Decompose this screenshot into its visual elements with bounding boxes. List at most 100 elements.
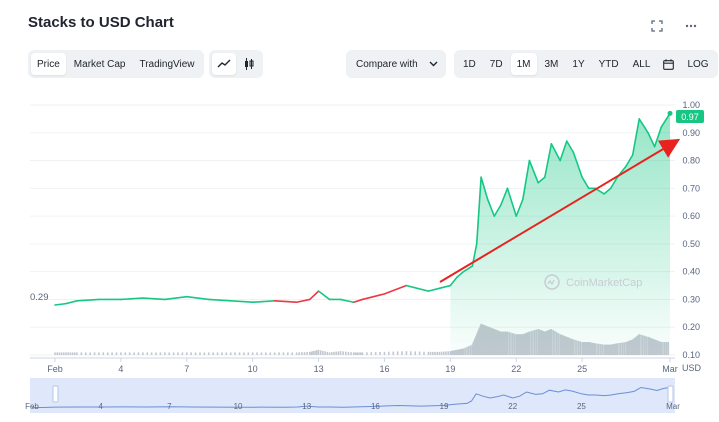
x-tick-label: Feb (47, 364, 63, 374)
volume-bar (291, 352, 294, 355)
chart-toolbar: Price Market Cap TradingView Compare wit… (28, 50, 718, 78)
navigator-left-handle[interactable] (52, 385, 59, 403)
annotation-arrow (439, 138, 681, 283)
volume-bar (199, 352, 201, 355)
x-tick-label: 19 (445, 364, 455, 374)
x-axis: Feb 4 7 10 13 16 19 22 25 Mar (30, 357, 678, 374)
volume-bar (414, 351, 417, 355)
volume-bar (445, 351, 447, 355)
y-tick-label: 0.40 (682, 267, 700, 277)
tab-price[interactable]: Price (31, 53, 66, 75)
volume-bar (339, 351, 342, 355)
volume-bar (396, 351, 399, 355)
price-line-segment (164, 295, 188, 301)
top-icons (649, 18, 699, 34)
price-line-segment (142, 297, 166, 301)
navigator-tick-label: 4 (98, 402, 103, 411)
volume-bar (243, 352, 245, 355)
price-line-segment (273, 300, 298, 304)
price-line-segment (308, 290, 320, 301)
range-1d[interactable]: 1D (463, 58, 476, 70)
volume-bar (423, 351, 425, 355)
price-line-segment (449, 276, 458, 287)
volume-bar (177, 352, 179, 355)
y-tick-label: 0.50 (682, 239, 700, 249)
volume-bar (354, 352, 357, 355)
price-line-segment (565, 140, 575, 154)
volume-bar (251, 352, 254, 355)
volume-bar (359, 352, 362, 355)
price-line-segment (229, 300, 254, 304)
more-options-icon[interactable] (683, 18, 699, 34)
volume-bar (418, 351, 421, 355)
view-tabs: Price Market Cap TradingView (28, 50, 204, 78)
price-line-segment (493, 204, 502, 217)
volume-bar (207, 352, 210, 355)
y-tick-label: 0.90 (682, 128, 700, 138)
price-line-segment (647, 131, 656, 148)
volume-bar (282, 352, 285, 355)
volume-bar (60, 352, 63, 355)
volume-bar (319, 350, 322, 355)
range-ytd[interactable]: YTD (598, 58, 619, 70)
volume-bar (56, 352, 58, 355)
volume-bar (429, 351, 432, 355)
fullscreen-icon[interactable] (649, 18, 665, 34)
navigator-right-handle[interactable] (667, 385, 674, 403)
range-7d[interactable]: 7D (489, 58, 503, 70)
navigator-tick-label: 25 (577, 402, 586, 411)
calendar-icon[interactable] (658, 53, 679, 75)
range-1m[interactable]: 1M (510, 53, 537, 75)
volume-bar (287, 352, 289, 355)
watermark-text: CoinMarketCap (566, 277, 642, 289)
volume-bar (102, 352, 105, 355)
volume-bar (431, 351, 434, 355)
log-scale-button[interactable]: LOG (687, 58, 709, 70)
volume-bar (115, 352, 118, 355)
volume-bar (388, 351, 390, 355)
tab-market-cap[interactable]: Market Cap (73, 58, 126, 70)
volume-bar (324, 351, 326, 355)
tab-tradingview[interactable]: TradingView (139, 58, 195, 70)
volume-bar (185, 352, 188, 355)
y-tick-label: 1.00 (682, 100, 700, 110)
x-tick-label: 13 (314, 364, 324, 374)
volume-bar (247, 352, 250, 355)
navigator-line (31, 386, 674, 409)
range-1y[interactable]: 1Y (572, 58, 585, 70)
volume-bar (303, 352, 306, 355)
volume-bar (71, 352, 74, 355)
price-line-segment (486, 198, 496, 217)
compare-label: Compare with (356, 58, 418, 70)
range-navigator[interactable]: Feb 4 7 10 13 16 19 22 25 Mar (25, 378, 680, 413)
price-line-segment (475, 176, 482, 245)
navigator-ticks: Feb 4 7 10 13 16 19 22 25 Mar (25, 402, 680, 411)
volume-bar (142, 352, 144, 355)
price-line-segment (462, 265, 474, 273)
range-3m[interactable]: 3M (544, 58, 559, 70)
price-line-segment (352, 298, 364, 304)
volume-bar (383, 351, 386, 355)
volume-bar (172, 352, 175, 355)
volume-bar (260, 352, 263, 355)
price-line-segment (609, 176, 619, 190)
volume-bar (181, 352, 184, 355)
compare-with-dropdown[interactable]: Compare with (346, 50, 446, 78)
price-line-segment (361, 293, 386, 301)
volume-bar (440, 351, 443, 355)
volume-bar (67, 352, 69, 355)
volume-bar (410, 351, 412, 355)
y-tick-label: 0.10 (682, 350, 700, 360)
x-tick-label: 25 (577, 364, 587, 374)
candlestick-icon[interactable] (238, 53, 260, 75)
price-line-segment (500, 187, 509, 206)
price-line-segment (572, 151, 583, 179)
price-line-segment (480, 176, 489, 201)
price-line-segment (544, 143, 553, 179)
line-chart-icon[interactable] (212, 53, 236, 75)
range-all[interactable]: ALL (632, 58, 651, 70)
price-line-segment (317, 290, 331, 301)
volume-bar (225, 352, 228, 355)
x-tick-label: 22 (511, 364, 521, 374)
